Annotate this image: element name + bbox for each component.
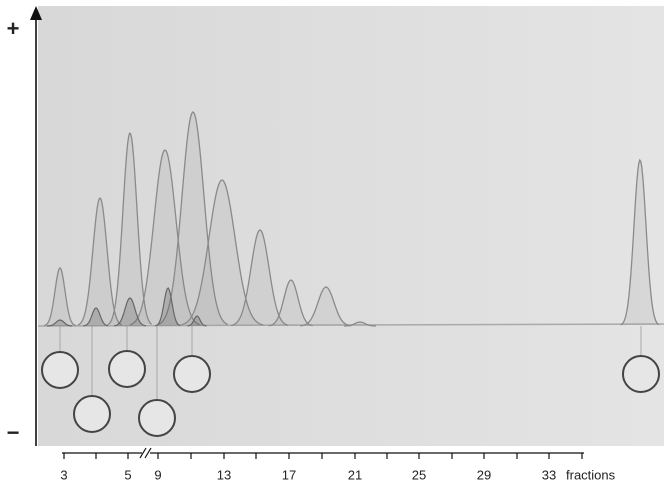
sample-well bbox=[73, 395, 111, 433]
fraction-label: 5 bbox=[124, 467, 131, 482]
peak bbox=[620, 158, 660, 326]
peak bbox=[129, 149, 201, 326]
peak bbox=[268, 279, 313, 327]
sample-well bbox=[138, 399, 176, 437]
minor-peak bbox=[155, 287, 181, 327]
minor-peak bbox=[47, 319, 73, 327]
minor-peak bbox=[113, 297, 147, 327]
minor-peak bbox=[83, 307, 109, 327]
axis-unit: fractions bbox=[566, 467, 616, 482]
fraction-label: 33 bbox=[542, 467, 556, 482]
peak bbox=[43, 267, 77, 327]
fraction-label: 21 bbox=[348, 467, 362, 482]
peak bbox=[107, 132, 153, 326]
minor-peak bbox=[187, 315, 207, 327]
peak bbox=[300, 286, 352, 327]
fraction-label: 25 bbox=[412, 467, 426, 482]
peaks bbox=[43, 111, 660, 327]
axis-arrow bbox=[30, 6, 42, 20]
peak bbox=[180, 179, 264, 326]
fraction-label: 17 bbox=[282, 467, 296, 482]
plus-label: + bbox=[7, 16, 20, 41]
minus-label: − bbox=[7, 420, 20, 445]
fraction-label: 3 bbox=[60, 467, 67, 482]
axis-break bbox=[139, 447, 147, 459]
fraction-label: 13 bbox=[217, 467, 231, 482]
sample-well bbox=[41, 351, 79, 389]
sample-well bbox=[173, 355, 211, 393]
sample-well bbox=[108, 350, 146, 388]
sample-well bbox=[622, 355, 660, 393]
fraction-axis: 3 5 9 13 17 21 25 29 33 fractions bbox=[60, 447, 616, 482]
axis-break bbox=[144, 447, 152, 459]
peak bbox=[344, 321, 376, 327]
fraction-label: 9 bbox=[154, 467, 161, 482]
fraction-label: 29 bbox=[477, 467, 491, 482]
peak bbox=[157, 111, 229, 326]
wells bbox=[41, 326, 660, 437]
